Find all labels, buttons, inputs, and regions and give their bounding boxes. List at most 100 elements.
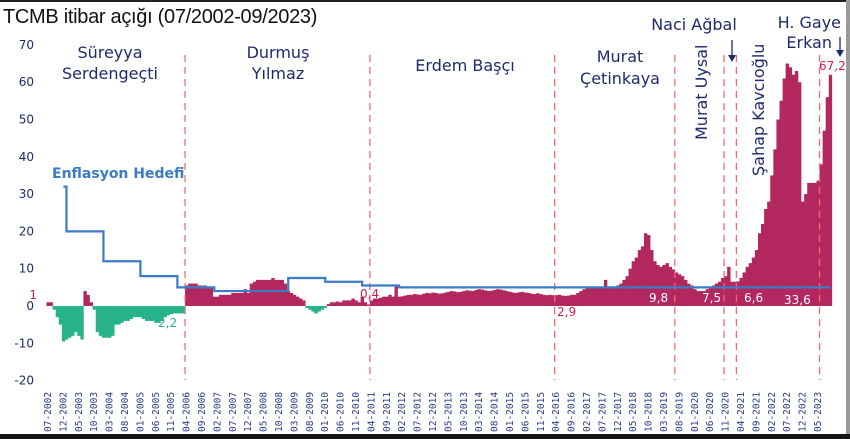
x-tick-label: 10-2013 — [459, 392, 470, 432]
bar — [616, 285, 620, 306]
x-tick-label: 02-2012 — [397, 392, 408, 432]
bar — [412, 294, 417, 306]
bar — [705, 289, 709, 306]
bar — [711, 285, 716, 306]
bar — [828, 74, 833, 307]
bar — [724, 276, 728, 306]
governor-label-basci: Erdem Başçı — [415, 56, 514, 75]
bar — [776, 119, 780, 306]
bar — [203, 285, 207, 306]
x-tick-label: 06-2010 — [336, 392, 347, 432]
bar — [120, 306, 124, 323]
bar — [175, 306, 180, 314]
bar — [114, 306, 118, 325]
bar — [77, 306, 81, 336]
bar — [129, 306, 133, 320]
chart-title: TCMB itibar açığı (07/2002-09/2023) — [3, 6, 318, 28]
bar — [255, 279, 260, 306]
frame-top-border — [0, 0, 850, 2]
bar — [206, 287, 210, 306]
bar — [385, 296, 389, 306]
bar — [600, 287, 605, 306]
bar — [234, 292, 238, 306]
bar — [286, 291, 291, 306]
bar — [810, 182, 814, 306]
bar — [489, 290, 494, 306]
bar — [163, 306, 167, 318]
bar — [733, 281, 737, 306]
bar — [185, 285, 189, 306]
annotation-kavcioglu: 33,6 — [784, 293, 811, 307]
bar — [684, 279, 688, 306]
bar — [588, 287, 592, 306]
annotation-erkan: 67,2 — [819, 59, 846, 73]
bar — [178, 306, 183, 314]
y-tick-label: -10 — [14, 336, 34, 350]
bar — [314, 306, 318, 314]
annotation-uysal: 7,5 — [702, 291, 721, 305]
bar — [579, 291, 583, 306]
x-tick-label: 06-2020 — [705, 392, 716, 432]
bar — [252, 281, 257, 306]
y-tick-label: 40 — [19, 150, 34, 164]
x-tick-label: 04-2006 — [182, 392, 193, 432]
annotation-cetinkaya: 9,8 — [649, 291, 668, 305]
bar — [508, 291, 512, 306]
bar — [188, 283, 192, 306]
bar — [647, 235, 651, 306]
bar — [55, 306, 60, 318]
bar — [610, 287, 614, 306]
bar — [83, 291, 87, 306]
bar — [240, 292, 244, 306]
bar — [209, 287, 214, 306]
x-tick-label: 04-2011 — [366, 392, 377, 432]
bar — [582, 289, 586, 306]
bar — [523, 292, 528, 306]
bar — [246, 292, 251, 306]
bar — [517, 292, 522, 306]
bar — [376, 298, 380, 306]
bar — [486, 291, 491, 306]
bar — [526, 292, 531, 306]
bar — [274, 279, 278, 306]
bar — [499, 289, 503, 306]
bar — [265, 279, 269, 306]
bar — [794, 71, 799, 306]
bar — [594, 287, 599, 306]
bar — [520, 291, 525, 306]
x-tick-label: 03-2014 — [474, 392, 485, 432]
bar — [406, 294, 411, 306]
bar — [416, 294, 420, 306]
bar — [708, 287, 713, 306]
bar — [89, 302, 93, 306]
bar — [640, 246, 645, 306]
bar — [58, 306, 63, 325]
bar — [465, 290, 469, 306]
bar — [566, 295, 571, 306]
bar — [674, 272, 679, 306]
bar — [474, 289, 478, 306]
bar — [80, 306, 84, 340]
bar — [126, 306, 130, 321]
bar — [619, 283, 623, 306]
x-tick-label: 11-2005 — [166, 392, 177, 432]
bar — [511, 292, 515, 306]
bar — [533, 294, 537, 306]
bar — [64, 306, 69, 340]
bar — [585, 287, 589, 306]
governor-label-serdengecti-1: Süreyya — [77, 43, 142, 62]
bar — [505, 291, 509, 306]
bar — [434, 292, 438, 306]
governor-label-yilmaz-1: Durmuş — [247, 43, 310, 62]
bar — [326, 304, 331, 306]
bar — [801, 201, 805, 306]
x-tick-label: 05-2008 — [259, 392, 270, 432]
bar — [108, 306, 112, 338]
x-tick-label: 05-2003 — [74, 392, 85, 432]
annotation-basci: 2,9 — [557, 305, 576, 319]
bar — [822, 130, 826, 306]
bar — [607, 287, 611, 306]
bar — [123, 306, 127, 321]
y-tick-label: 30 — [19, 187, 34, 201]
